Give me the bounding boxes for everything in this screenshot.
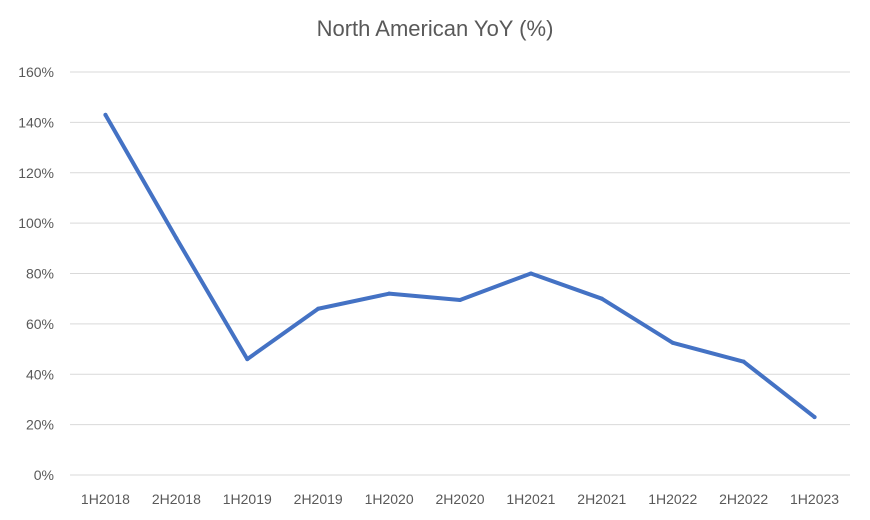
y-tick-label: 120% <box>18 165 54 181</box>
y-tick-label: 20% <box>26 417 54 433</box>
x-tick-label: 1H2023 <box>790 491 839 507</box>
series-line <box>103 112 817 420</box>
x-tick-label: 2H2022 <box>719 491 768 507</box>
y-tick-label: 100% <box>18 215 54 231</box>
x-tick-label: 1H2018 <box>81 491 130 507</box>
y-tick-label: 160% <box>18 64 54 80</box>
x-tick-label: 1H2019 <box>223 491 272 507</box>
x-tick-label: 2H2021 <box>577 491 626 507</box>
y-tick-label: 80% <box>26 266 54 282</box>
y-tick-label: 40% <box>26 366 54 382</box>
data-point <box>103 112 108 117</box>
data-point <box>528 271 533 276</box>
x-tick-label: 2H2020 <box>435 491 484 507</box>
data-point <box>599 296 604 301</box>
data-point <box>670 340 675 345</box>
data-point <box>458 297 462 302</box>
x-tick-label: 1H2022 <box>648 491 697 507</box>
x-tick-label: 1H2021 <box>506 491 555 507</box>
x-tick-label: 2H2018 <box>152 491 201 507</box>
data-point <box>387 291 392 296</box>
chart-title: North American YoY (%) <box>316 16 554 41</box>
x-tick-label: 1H2020 <box>365 491 414 507</box>
data-point <box>741 359 746 364</box>
data-point <box>245 357 250 362</box>
y-tick-label: 0% <box>34 467 54 483</box>
x-tick-label: 2H2019 <box>294 491 343 507</box>
data-point <box>316 306 321 311</box>
y-tick-label: 140% <box>18 114 54 130</box>
y-tick-label: 60% <box>26 316 54 332</box>
data-point <box>174 236 179 241</box>
data-point <box>812 415 817 420</box>
